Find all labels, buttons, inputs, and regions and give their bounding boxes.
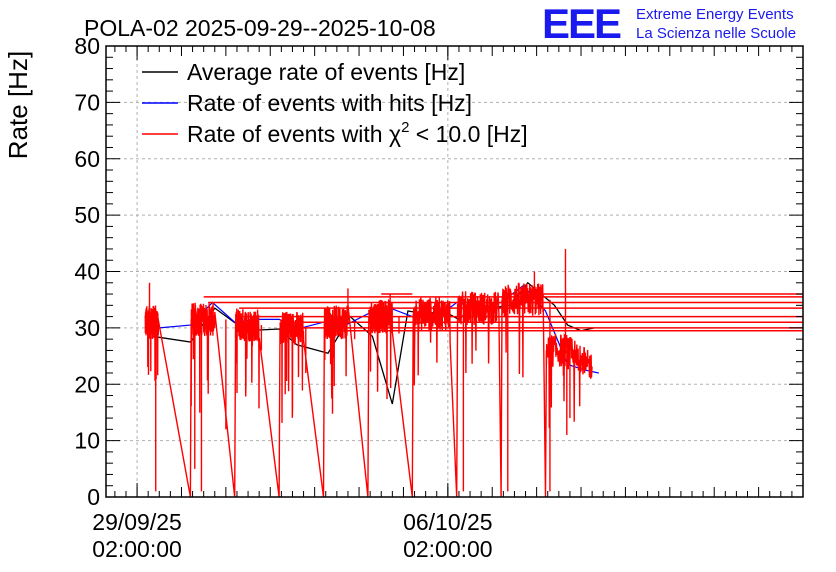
y-tick-label: 40: [74, 259, 100, 285]
legend-label-hits: Rate of events with hits [Hz]: [187, 90, 472, 116]
red-segment-9: [501, 282, 548, 498]
y-tick-labels: 0 10 20 30 40 50 60 70 80: [74, 33, 100, 510]
y-tick-label: 50: [74, 202, 100, 228]
red-segment-1: [144, 305, 192, 498]
legend-chi2-prefix: Rate of events with: [187, 121, 389, 147]
x-tick-label-time: 02:00:00: [403, 536, 493, 562]
legend-chi2-sup: 2: [401, 119, 409, 136]
y-tick-label: 20: [74, 371, 100, 397]
legend-label-average: Average rate of events [Hz]: [187, 59, 465, 85]
legend-chi2-symbol: χ: [389, 121, 401, 147]
red-segment-6: [368, 298, 414, 498]
axis-ticks: [106, 45, 803, 498]
logo-line-2: La Scienza nelle Scuole: [636, 25, 796, 42]
y-tick-label: 30: [74, 315, 100, 341]
red-segment-8: [456, 291, 503, 498]
y-tick-label: 70: [74, 89, 100, 115]
x-tick-label-date: 06/10/25: [403, 509, 493, 535]
legend: Average rate of events [Hz] Rate of even…: [142, 59, 528, 147]
x-tick-label-date: 29/09/25: [92, 509, 182, 535]
logo-eee: EEE: [542, 0, 621, 47]
y-tick-label: 0: [87, 484, 100, 510]
y-tick-label: 60: [74, 146, 100, 172]
red-segment-7: [412, 296, 459, 498]
red-segment-4: [279, 311, 326, 498]
y-tick-label: 80: [74, 33, 100, 59]
x-tick-label-time: 02:00:00: [92, 536, 182, 562]
legend-chi2-suffix: < 10.0 [Hz]: [409, 121, 527, 147]
series-rate-chi2: [144, 248, 803, 498]
red-segment-3: [234, 308, 281, 498]
red-segment-2: [190, 302, 237, 498]
y-tick-label: 10: [74, 428, 100, 454]
legend-label-chi2: Rate of events with χ2 < 10.0 [Hz]: [187, 119, 528, 147]
y-axis-label: Rate [Hz]: [3, 51, 33, 159]
eee-logo: EEE Extreme Energy Events La Scienza nel…: [542, 0, 796, 47]
red-segment-5: [323, 305, 370, 498]
logo-line-1: Extreme Energy Events: [636, 6, 794, 23]
chart-title: POLA-02 2025-09-29--2025-10-08: [84, 15, 436, 41]
